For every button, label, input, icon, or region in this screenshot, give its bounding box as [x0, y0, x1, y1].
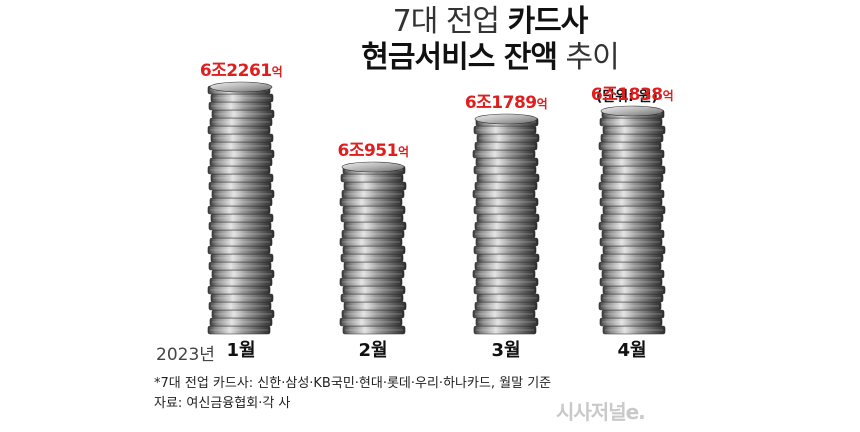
coin-stack-bar: [472, 113, 540, 335]
coin-stack-bar: [339, 161, 407, 335]
title-line2-light: 추이: [556, 40, 619, 75]
value-label: 6조951억: [337, 141, 408, 161]
footnote-source: 자료: 여신금융협회·각 사: [154, 396, 291, 411]
publisher-logo: 시사저널e.: [556, 400, 646, 424]
title-line1-light: 7대 전업: [392, 4, 508, 39]
title-line1-bold: 카드사: [507, 4, 589, 39]
category-label: 3월: [491, 340, 520, 361]
category-label: 1월: [226, 340, 255, 361]
footnote-companies: *7대 전업 카드사: 신한·삼성·KB국민·현대·롯데·우리·하나카드, 월말…: [154, 376, 552, 391]
category-label: 4월: [617, 340, 646, 361]
coin-stack-bar: [207, 81, 275, 335]
title-line2-bold: 현금서비스 잔액: [361, 40, 558, 75]
value-label: 6조1838억: [591, 85, 673, 105]
value-label: 6조2261억: [200, 61, 282, 81]
year-label: 2023년: [156, 345, 215, 365]
chart-title: 7대 전업 카드사 현금서비스 잔액 추이: [300, 4, 680, 76]
value-label: 6조1789억: [465, 93, 547, 113]
unit-label: (단위: 원): [596, 89, 658, 105]
category-label: 2월: [358, 340, 387, 361]
coin-stack-bar: [598, 105, 666, 335]
